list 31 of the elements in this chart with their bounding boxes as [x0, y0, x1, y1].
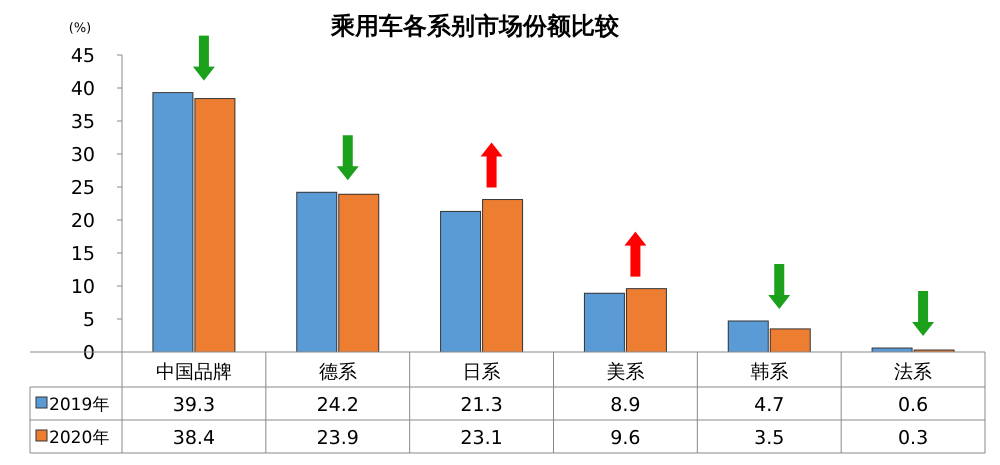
legend-label: 2019年 — [49, 395, 110, 415]
data-label: 38.4 — [172, 427, 216, 449]
x-tick-label: 德系 — [318, 361, 357, 383]
y-tick-label: 40 — [70, 78, 95, 100]
data-label: 0.3 — [898, 427, 928, 449]
y-tick-label: 45 — [70, 45, 95, 67]
y-tick-label: 30 — [70, 144, 95, 166]
data-label: 9.6 — [610, 427, 641, 449]
y-axis-title: (%) — [68, 21, 92, 36]
data-label: 0.6 — [898, 394, 928, 416]
legend-label: 2020年 — [49, 428, 110, 448]
x-tick-label: 中国品牌 — [156, 361, 232, 383]
y-tick-label: 20 — [70, 210, 95, 232]
data-label: 23.9 — [316, 427, 359, 449]
data-label: 24.2 — [316, 394, 359, 416]
data-label: 4.7 — [754, 394, 784, 416]
y-tick-label: 5 — [82, 309, 95, 331]
y-tick-label: 35 — [70, 111, 95, 133]
x-tick-label: 韩系 — [750, 361, 788, 383]
data-label: 3.5 — [754, 427, 784, 449]
x-tick-label: 美系 — [606, 361, 644, 383]
y-tick-label: 15 — [70, 243, 95, 265]
data-label: 23.1 — [460, 427, 503, 449]
y-tick-label: 10 — [70, 276, 95, 298]
data-label: 39.3 — [172, 394, 216, 416]
data-label: 8.9 — [610, 394, 641, 416]
chart-title: 乘用车各系别市场份额比较 — [330, 12, 620, 40]
x-tick-label: 法系 — [894, 361, 932, 383]
data-label: 21.3 — [460, 394, 503, 416]
y-tick-label: 25 — [70, 177, 95, 199]
x-tick-label: 日系 — [462, 361, 501, 383]
